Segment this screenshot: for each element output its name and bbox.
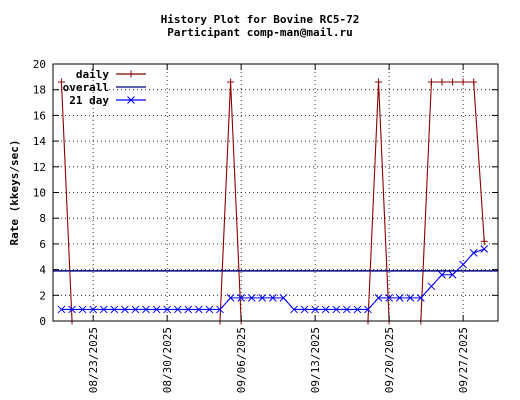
- point-21-day: [142, 305, 150, 314]
- point-21-day: [173, 305, 182, 314]
- y-tick-label: 10: [33, 187, 46, 200]
- point-21-day: [184, 305, 193, 314]
- y-tick-label: 18: [33, 84, 46, 97]
- y-tick-label: 16: [33, 109, 46, 122]
- point-21-day: [480, 245, 489, 253]
- point-daily: [227, 78, 235, 86]
- point-21-day: [131, 305, 140, 314]
- series-line-21-day: [61, 248, 485, 310]
- point-daily: [375, 78, 383, 86]
- y-tick-label: 20: [33, 58, 46, 71]
- legend-marker-21-day: [127, 96, 135, 104]
- axes-layer: 0 2 4 6 8 10 12 14 16 18 20 08/23/2025 08/30/2025 09/…: [8, 58, 499, 393]
- y-tick-label: 6: [39, 238, 46, 251]
- point-21-day: [237, 294, 246, 302]
- legend-marker-daily: [127, 70, 135, 78]
- point-21-day: [152, 305, 161, 314]
- point-21-day: [469, 249, 478, 257]
- point-21-day: [374, 294, 383, 302]
- point-daily: [459, 78, 467, 86]
- point-daily: [449, 78, 457, 86]
- point-21-day: [226, 294, 235, 302]
- y-tick-label: 12: [33, 161, 46, 174]
- x-tick-label: 09/06/2025: [235, 327, 248, 393]
- point-21-day: [195, 305, 203, 314]
- point-21-day: [300, 305, 309, 314]
- series-layer: [53, 78, 498, 325]
- point-21-day: [121, 305, 129, 314]
- point-21-day: [258, 294, 267, 302]
- y-tick-label: 4: [39, 264, 46, 277]
- point-21-day: [427, 282, 436, 291]
- x-tick-label: 09/13/2025: [309, 327, 322, 393]
- point-daily: [438, 78, 446, 86]
- point-21-day: [269, 294, 277, 302]
- point-21-day: [342, 305, 351, 314]
- point-21-day: [68, 305, 76, 314]
- chart-subtitle: Participant comp-man@mail.ru: [167, 26, 353, 39]
- x-tick-label: 09/20/2025: [383, 327, 396, 393]
- point-21-day: [216, 305, 224, 314]
- series-line-daily: [60, 81, 485, 322]
- plot-border: [52, 63, 499, 322]
- point-21-day: [279, 294, 288, 302]
- point-daily: [470, 78, 478, 86]
- legend-label-21-day: 21 day: [69, 94, 109, 107]
- point-21-day: [406, 294, 415, 302]
- y-tick-label: 8: [39, 212, 46, 225]
- x-tick-label: 08/30/2025: [161, 327, 174, 393]
- point-21-day: [438, 270, 446, 279]
- point-21-day: [57, 305, 66, 314]
- point-daily: [57, 78, 65, 86]
- point-21-day: [448, 270, 457, 279]
- point-21-day: [353, 305, 362, 314]
- point-21-day: [163, 305, 172, 314]
- point-21-day: [311, 305, 319, 314]
- point-21-day: [459, 260, 467, 269]
- y-tick-label: 0: [39, 315, 46, 328]
- point-daily: [480, 237, 488, 245]
- x-tick-label: 08/23/2025: [87, 327, 100, 393]
- point-21-day: [321, 305, 330, 314]
- point-21-day: [395, 294, 404, 302]
- point-21-day: [247, 294, 256, 302]
- legend-label-daily: daily: [76, 68, 109, 81]
- point-21-day: [416, 294, 425, 302]
- point-21-day: [89, 305, 98, 314]
- point-21-day: [385, 294, 393, 302]
- x-tick-label: 09/27/2025: [457, 327, 470, 393]
- point-21-day: [290, 305, 298, 314]
- point-21-day: [110, 305, 119, 314]
- grid-lines: [53, 64, 498, 321]
- point-21-day: [78, 305, 87, 314]
- point-daily: [427, 78, 435, 86]
- chart-title: History Plot for Bovine RC5-72: [160, 13, 360, 26]
- point-21-day: [332, 305, 341, 314]
- y-axis-label: Rate (kkeys/sec): [8, 140, 21, 246]
- y-tick-label: 2: [39, 289, 46, 302]
- point-21-day: [364, 305, 372, 314]
- y-tick-label: 14: [33, 135, 47, 148]
- point-21-day: [205, 305, 214, 314]
- point-21-day: [99, 305, 108, 314]
- legend-label-overall: overall: [63, 81, 109, 94]
